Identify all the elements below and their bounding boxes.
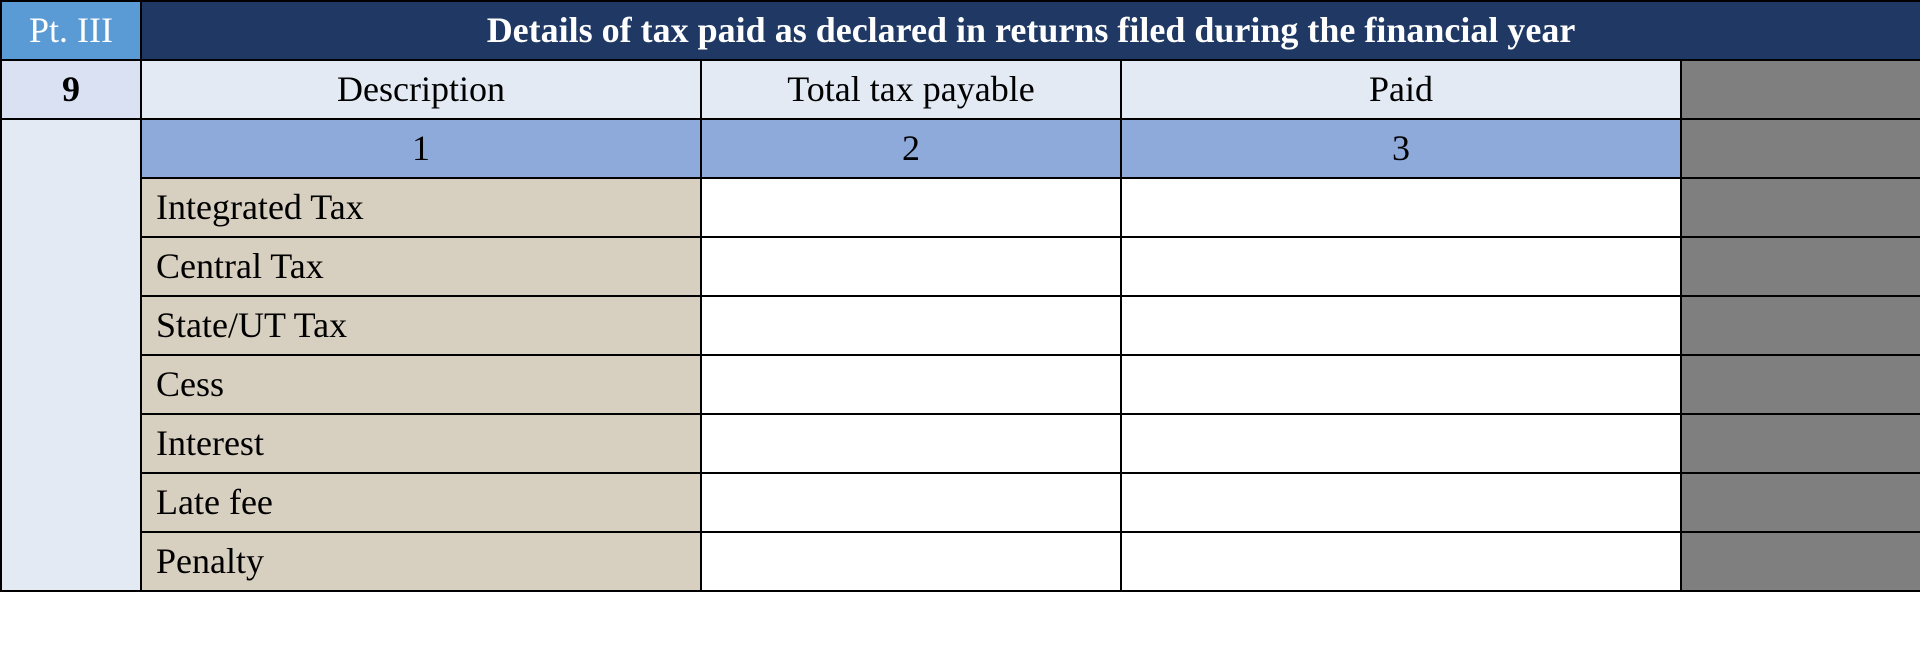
cell-trailing-grey	[1681, 532, 1920, 591]
tax-paid-table: Pt. III Details of tax paid as declared …	[0, 0, 1920, 592]
table-row: Central Tax	[1, 237, 1920, 296]
cell-paid	[1121, 532, 1681, 591]
cell-total-tax-payable	[701, 296, 1121, 355]
table-row: Cess	[1, 355, 1920, 414]
cell-paid	[1121, 237, 1681, 296]
cell-total-tax-payable	[701, 532, 1121, 591]
row-number: 9	[1, 60, 141, 119]
side-spacer	[1, 119, 141, 591]
cell-description: Central Tax	[141, 237, 701, 296]
cell-description: Integrated Tax	[141, 178, 701, 237]
table-row: Late fee	[1, 473, 1920, 532]
cell-paid	[1121, 355, 1681, 414]
col-num-1: 1	[141, 119, 701, 178]
cell-paid	[1121, 296, 1681, 355]
table-row: Penalty	[1, 532, 1920, 591]
cell-paid	[1121, 473, 1681, 532]
cell-description: Late fee	[141, 473, 701, 532]
table-row: Interest	[1, 414, 1920, 473]
column-number-row: 1 2 3	[1, 119, 1920, 178]
col-header-paid: Paid	[1121, 60, 1681, 119]
cell-trailing-grey	[1681, 237, 1920, 296]
cell-total-tax-payable	[701, 178, 1121, 237]
col-num-3: 3	[1121, 119, 1681, 178]
cell-trailing-grey	[1681, 473, 1920, 532]
col-num-trailing-grey	[1681, 119, 1920, 178]
cell-trailing-grey	[1681, 296, 1920, 355]
col-header-trailing-grey	[1681, 60, 1920, 119]
cell-description: Penalty	[141, 532, 701, 591]
col-header-description: Description	[141, 60, 701, 119]
cell-trailing-grey	[1681, 414, 1920, 473]
column-header-row: 9 Description Total tax payable Paid	[1, 60, 1920, 119]
cell-total-tax-payable	[701, 473, 1121, 532]
col-header-total-tax-payable: Total tax payable	[701, 60, 1121, 119]
cell-total-tax-payable	[701, 414, 1121, 473]
tax-paid-table-section: Pt. III Details of tax paid as declared …	[0, 0, 1920, 592]
section-title: Details of tax paid as declared in retur…	[141, 1, 1920, 60]
cell-description: Cess	[141, 355, 701, 414]
cell-paid	[1121, 178, 1681, 237]
cell-total-tax-payable	[701, 355, 1121, 414]
col-num-2: 2	[701, 119, 1121, 178]
cell-total-tax-payable	[701, 237, 1121, 296]
cell-description: State/UT Tax	[141, 296, 701, 355]
cell-trailing-grey	[1681, 355, 1920, 414]
title-row: Pt. III Details of tax paid as declared …	[1, 1, 1920, 60]
table-row: Integrated Tax	[1, 178, 1920, 237]
cell-paid	[1121, 414, 1681, 473]
table-row: State/UT Tax	[1, 296, 1920, 355]
part-label: Pt. III	[1, 1, 141, 60]
cell-description: Interest	[141, 414, 701, 473]
cell-trailing-grey	[1681, 178, 1920, 237]
